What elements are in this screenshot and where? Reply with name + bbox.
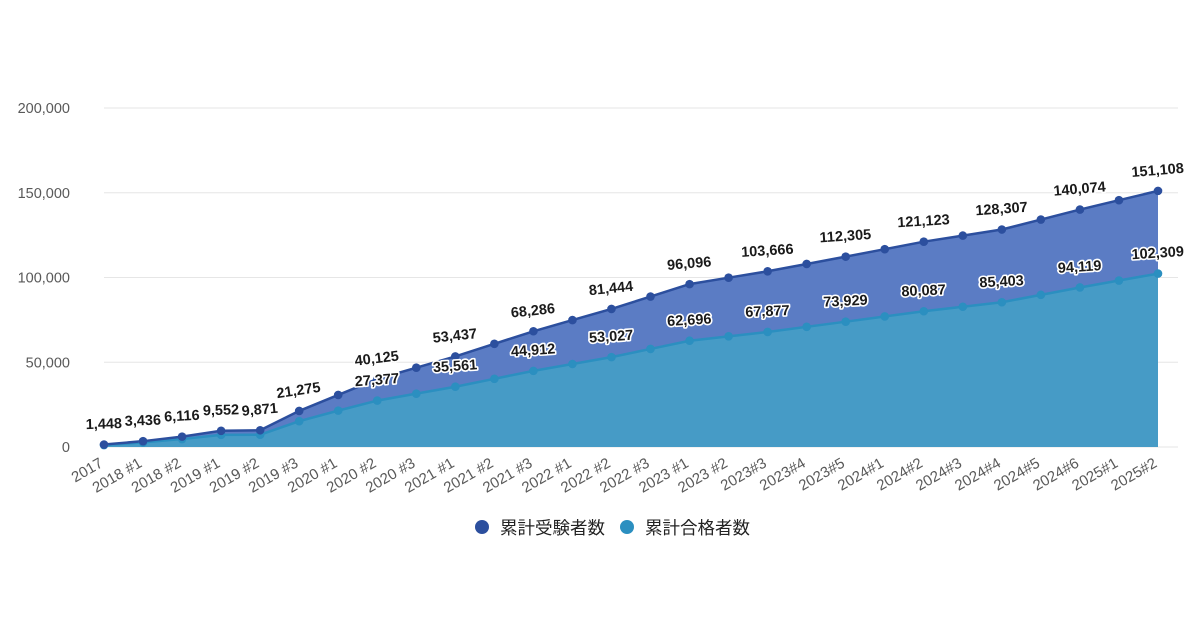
svg-text:40,125: 40,125 bbox=[354, 348, 400, 369]
svg-text:3,436: 3,436 bbox=[124, 413, 161, 430]
svg-text:100,000: 100,000 bbox=[18, 271, 70, 287]
svg-text:累計受験者数: 累計受験者数 bbox=[500, 518, 605, 538]
svg-text:27,377: 27,377 bbox=[354, 371, 399, 390]
svg-text:68,286: 68,286 bbox=[510, 301, 556, 321]
svg-text:累計合格者数: 累計合格者数 bbox=[645, 518, 750, 538]
svg-text:151,108: 151,108 bbox=[1131, 161, 1185, 181]
svg-text:102,309: 102,309 bbox=[1131, 244, 1184, 263]
svg-text:85,403: 85,403 bbox=[979, 273, 1024, 291]
svg-text:150,000: 150,000 bbox=[18, 186, 70, 202]
svg-text:73,929: 73,929 bbox=[823, 293, 868, 311]
svg-text:94,119: 94,119 bbox=[1057, 258, 1101, 277]
svg-text:81,444: 81,444 bbox=[588, 279, 634, 299]
svg-text:44,912: 44,912 bbox=[510, 341, 555, 360]
svg-text:140,074: 140,074 bbox=[1053, 179, 1107, 199]
svg-text:9,871: 9,871 bbox=[241, 401, 279, 420]
svg-text:128,307: 128,307 bbox=[975, 200, 1028, 220]
svg-text:35,561: 35,561 bbox=[432, 357, 477, 376]
svg-text:112,305: 112,305 bbox=[819, 227, 872, 246]
svg-text:121,123: 121,123 bbox=[897, 212, 950, 231]
svg-text:200,000: 200,000 bbox=[18, 101, 70, 117]
svg-text:96,096: 96,096 bbox=[666, 254, 712, 274]
svg-text:0: 0 bbox=[62, 440, 70, 456]
svg-text:2025#2: 2025#2 bbox=[1108, 455, 1160, 495]
svg-text:1,448: 1,448 bbox=[85, 416, 122, 433]
svg-text:67,877: 67,877 bbox=[745, 303, 790, 321]
svg-text:103,666: 103,666 bbox=[741, 242, 794, 261]
svg-text:21,275: 21,275 bbox=[275, 380, 321, 402]
svg-text:53,437: 53,437 bbox=[432, 326, 478, 347]
svg-text:80,087: 80,087 bbox=[901, 282, 946, 300]
svg-text:53,027: 53,027 bbox=[589, 328, 634, 347]
svg-text:6,116: 6,116 bbox=[164, 408, 200, 426]
svg-text:50,000: 50,000 bbox=[26, 355, 70, 371]
svg-text:9,552: 9,552 bbox=[203, 402, 240, 419]
svg-text:62,696: 62,696 bbox=[667, 312, 712, 330]
